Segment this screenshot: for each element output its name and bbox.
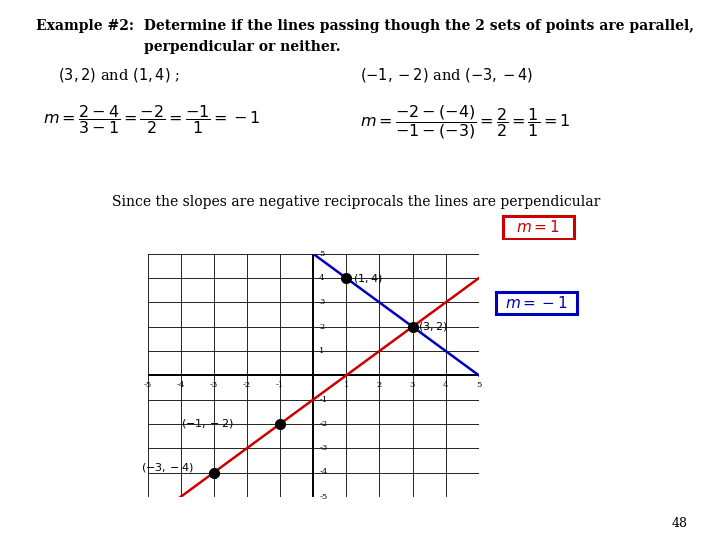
Text: 1: 1	[343, 381, 349, 389]
Text: $(3, 2)$: $(3, 2)$	[418, 320, 447, 333]
Text: -3: -3	[210, 381, 218, 389]
Text: perpendicular or neither.: perpendicular or neither.	[144, 40, 341, 55]
Text: 5: 5	[476, 381, 482, 389]
Text: -2: -2	[319, 420, 328, 428]
Text: -1: -1	[319, 396, 328, 403]
Text: 4: 4	[443, 381, 449, 389]
Text: 48: 48	[672, 517, 688, 530]
Text: $(-3, -4)$: $(-3, -4)$	[141, 461, 194, 474]
Text: Example #2:  Determine if the lines passing though the 2 sets of points are para: Example #2: Determine if the lines passi…	[36, 19, 694, 33]
Text: $m = \dfrac{2-4}{3-1} = \dfrac{-2}{2} = \dfrac{-1}{1} = -1$: $m = \dfrac{2-4}{3-1} = \dfrac{-2}{2} = …	[43, 103, 261, 136]
Text: -4: -4	[176, 381, 185, 389]
Text: $(3, 2)$ and $(1, 4)$ ;: $(3, 2)$ and $(1, 4)$ ;	[58, 66, 179, 84]
Text: 2: 2	[319, 323, 325, 330]
FancyBboxPatch shape	[503, 216, 574, 239]
Text: $m = -1$: $m = -1$	[505, 295, 567, 311]
Text: 4: 4	[319, 274, 325, 282]
Text: -1: -1	[276, 381, 284, 389]
Text: Since the slopes are negative reciprocals the lines are perpendicular: Since the slopes are negative reciprocal…	[112, 195, 600, 210]
Text: $m = 1$: $m = 1$	[516, 219, 560, 235]
Text: -4: -4	[319, 469, 328, 476]
Text: -5: -5	[143, 381, 152, 389]
Text: $(1, 4)$: $(1, 4)$	[353, 272, 382, 285]
Text: 1: 1	[319, 347, 325, 355]
Text: 2: 2	[377, 381, 382, 389]
Text: -3: -3	[319, 444, 328, 452]
Text: -2: -2	[243, 381, 251, 389]
Text: $(-1, -2)$: $(-1, -2)$	[181, 417, 233, 430]
Text: -5: -5	[319, 493, 328, 501]
Text: $(-1, -2)$ and $(-3, -4)$: $(-1, -2)$ and $(-3, -4)$	[360, 66, 533, 84]
Text: 3: 3	[319, 299, 325, 306]
Text: 5: 5	[319, 250, 325, 258]
Text: $m = \dfrac{-2-(-4)}{-1-(-3)} = \dfrac{2}{2} = \dfrac{1}{1} = 1$: $m = \dfrac{-2-(-4)}{-1-(-3)} = \dfrac{2…	[360, 103, 570, 140]
FancyBboxPatch shape	[496, 292, 577, 314]
Text: 3: 3	[410, 381, 415, 389]
